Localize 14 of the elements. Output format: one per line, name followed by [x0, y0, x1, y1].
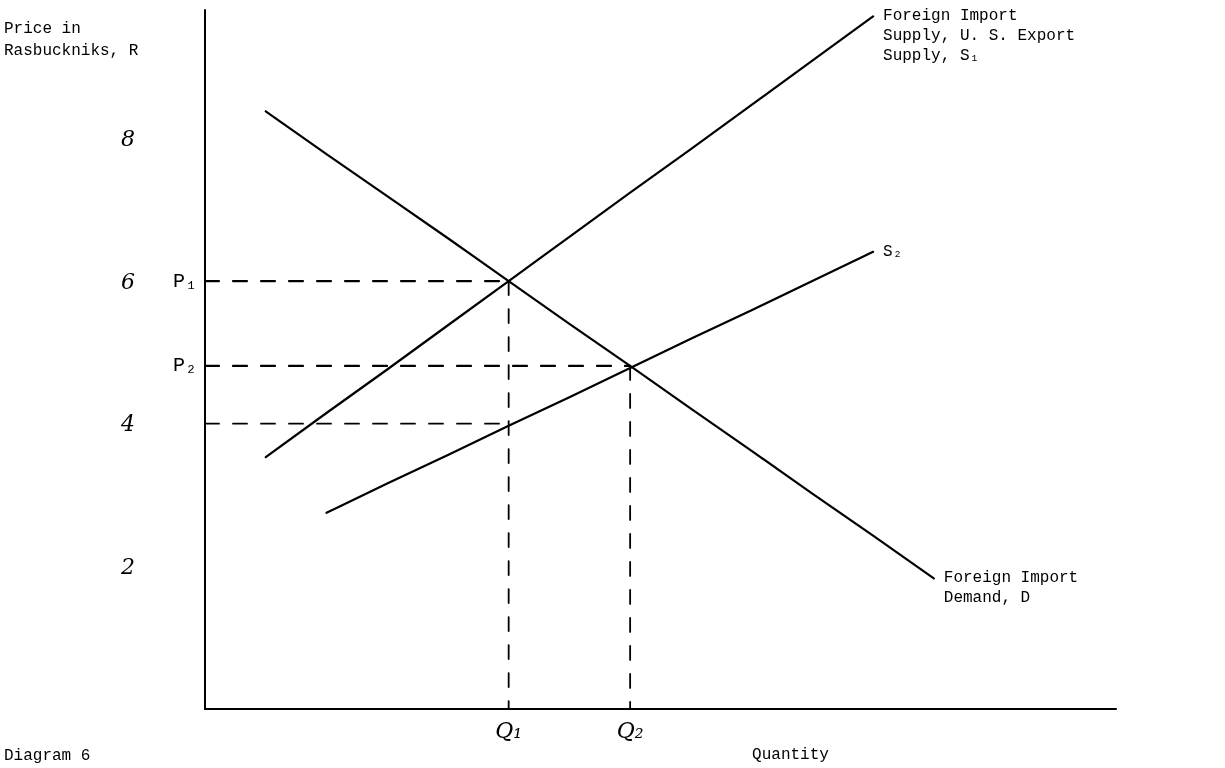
series-label: P₁: [172, 269, 197, 293]
y-tick-label: 2: [120, 553, 135, 579]
y-axis-title: Price in Rasbuckniks, R: [4, 20, 139, 60]
series-label: S₂: [883, 242, 903, 261]
y-tick-label: 4: [120, 411, 135, 437]
x-tick-label: Q₂: [616, 717, 644, 743]
series-label: Foreign Import Supply, U. S. Export Supply, S₁: [883, 7, 1076, 66]
y-tick-label: 8: [121, 125, 135, 151]
text: Diagram 6: [4, 747, 91, 765]
series-label: P₂: [172, 354, 197, 378]
y-tick-label: 6: [121, 268, 135, 294]
series-label: Foreign Import Demand, D: [943, 569, 1079, 608]
x-axis-title: Quantity: [752, 746, 830, 764]
x-tick-label: Q₁: [495, 717, 523, 743]
